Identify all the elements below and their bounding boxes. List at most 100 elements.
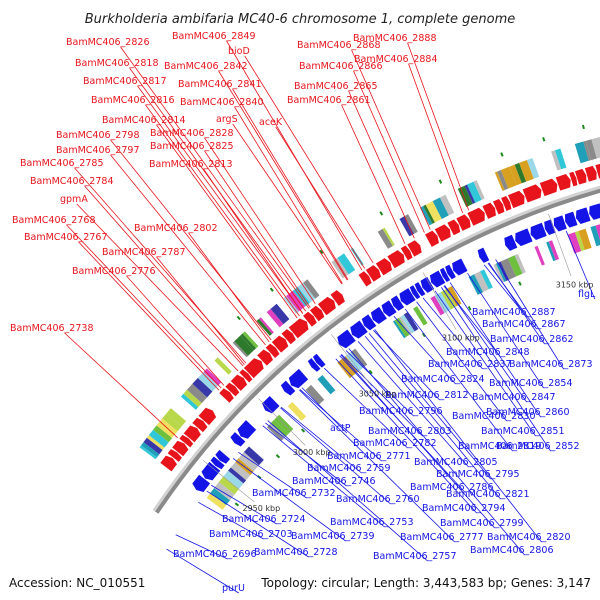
scale-tick-line [548, 213, 572, 277]
feature-marker [518, 281, 522, 286]
forward-gene-arrow [230, 374, 248, 391]
forward-gene-label: BamMC406_2738 [10, 323, 93, 334]
forward-gene-label: BamMC406_2776 [72, 266, 155, 277]
reverse-gene-label: BamMC406_2739 [291, 531, 374, 542]
reverse-gene-arrow [361, 314, 377, 331]
forward-gene-arrow [492, 198, 505, 215]
reverse-gene-arrow [553, 215, 567, 232]
forward-gene-label: BamMC406_2787 [102, 247, 185, 258]
reverse-gene-label: BamMC406_2867 [482, 319, 565, 330]
feature-marker [542, 137, 546, 142]
reverse-gene-arrow [589, 203, 600, 220]
forward-gene-label-leader [76, 203, 239, 372]
reverse-gene-arrow [504, 234, 518, 251]
genome-backbone [155, 188, 600, 514]
forward-gene-label: BamMC406_2888 [353, 33, 436, 44]
forward-cog-band [192, 377, 213, 398]
reverse-cog-band [500, 258, 517, 280]
forward-gene-label: BamMC406_2861 [287, 95, 370, 106]
reverse-cog-band [210, 488, 230, 506]
forward-gene-label-leader [78, 241, 220, 391]
reverse-gene-arrow [429, 270, 446, 288]
forward-cog-band [242, 331, 259, 349]
reverse-gene-label: BamMC406_2851 [481, 426, 564, 437]
reverse-cog-band [287, 401, 307, 421]
forward-gene-label-leader [84, 185, 244, 367]
forward-gene-arrow [219, 388, 234, 403]
forward-cog-band [256, 318, 273, 336]
reverse-gene-label-leader [449, 282, 541, 418]
reverse-gene-label: BamMC406_2799 [440, 518, 523, 529]
forward-gene-arrow [522, 184, 542, 203]
reverse-gene-label: BamMC406_2819 [458, 441, 541, 452]
forward-gene-label-leader [156, 256, 245, 365]
reverse-gene-arrow [381, 300, 397, 317]
forward-cog-band [514, 162, 527, 184]
reverse-gene-label: BamMC406_2854 [489, 378, 572, 389]
reverse-gene-label: BamMC406_2796 [359, 406, 442, 417]
forward-cog-band [591, 137, 600, 159]
reverse-gene-label: actP [330, 423, 351, 434]
reverse-gene-label-leader [345, 350, 414, 417]
forward-gene-label: BamMC406_2784 [30, 176, 113, 187]
reverse-cog-band [206, 492, 227, 510]
reverse-gene-label: BamMC406_2820 [487, 532, 570, 543]
reverse-cog-band [413, 306, 428, 326]
forward-cog-band [162, 413, 182, 432]
forward-cog-band [139, 445, 158, 460]
scale-tick-line [258, 398, 306, 446]
forward-cog-band [180, 393, 199, 410]
reverse-gene-arrow [445, 264, 456, 280]
forward-gene-label: BamMC406_2785 [20, 158, 103, 169]
reverse-cog-band [480, 269, 493, 290]
reverse-gene-label: purU [222, 583, 245, 594]
feature-marker [368, 369, 373, 375]
forward-gene-label-leader [110, 139, 272, 341]
reverse-gene-label: BamMC406_2795 [436, 469, 519, 480]
reverse-gene-arrow [288, 368, 309, 389]
forward-gene-arrow [539, 178, 558, 197]
reverse-gene-arrow [215, 449, 231, 464]
forward-cog-band [141, 442, 160, 458]
forward-cog-band [519, 159, 534, 182]
forward-gene-arrow [595, 163, 600, 179]
forward-gene-arrow [467, 207, 485, 226]
reverse-cog-band [218, 476, 240, 495]
backbone-shadow [152, 185, 600, 513]
reverse-gene-arrow [564, 211, 578, 228]
reverse-cog-band [337, 359, 355, 379]
reverse-gene-label-leader [267, 420, 428, 562]
feature-marker [300, 428, 306, 433]
reverse-gene-label: BamMC406_2724 [222, 514, 305, 525]
forward-gene-label: BamMC406_2868 [297, 40, 380, 51]
forward-gene-arrow [584, 165, 597, 182]
reverse-gene-label-leader [441, 287, 551, 452]
reverse-gene-label-leader [335, 358, 477, 514]
forward-cog-band [270, 303, 290, 325]
forward-gene-arrow [183, 425, 201, 443]
reverse-cog-band [493, 263, 505, 284]
reverse-cog-band [273, 414, 294, 434]
forward-gene-arrow [179, 434, 194, 448]
forward-cog-band [439, 194, 455, 216]
forward-gene-label-leader [145, 104, 300, 317]
feature-marker [500, 152, 504, 157]
reverse-gene-label: BamMC406_2757 [373, 551, 456, 562]
forward-cog-band [500, 166, 517, 189]
feature-marker [421, 332, 426, 338]
reverse-gene-label-leader [565, 230, 596, 300]
scale-tick-label: 3150 kbp [556, 280, 594, 289]
forward-cog-band [214, 357, 232, 375]
forward-gene-label: bioD [228, 46, 250, 57]
forward-cog-band [166, 408, 187, 427]
reverse-gene-arrow [350, 320, 368, 339]
reverse-gene-arrow [210, 456, 225, 470]
forward-gene-label-leader [353, 70, 425, 233]
forward-gene-label: argS [216, 114, 238, 125]
reverse-gene-label-leader [488, 262, 545, 345]
reverse-cog-band [266, 424, 284, 442]
reverse-gene-label-leader [238, 452, 307, 499]
reverse-gene-label-leader [364, 335, 501, 500]
forward-gene-label-leader [204, 150, 311, 308]
forward-gene-label: BamMC406_2813 [149, 159, 232, 170]
